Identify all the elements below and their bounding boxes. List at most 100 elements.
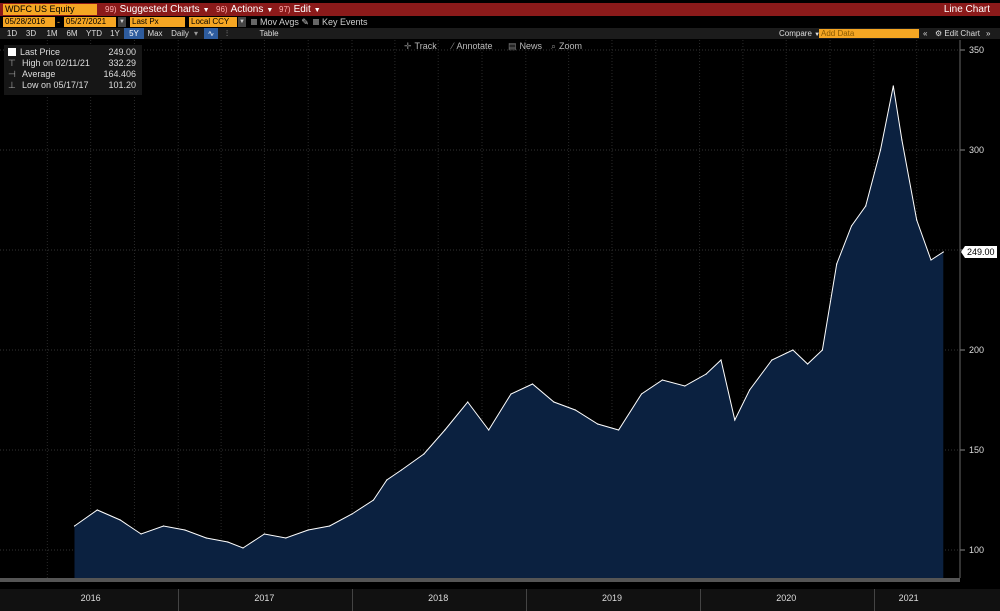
x-tick-label: 2020 bbox=[776, 593, 797, 603]
y-tick-label: 100 bbox=[969, 545, 984, 555]
data-point bbox=[242, 547, 244, 549]
pencil-icon: ✎ bbox=[301, 17, 309, 27]
frequency-select[interactable]: Daily bbox=[171, 29, 189, 38]
frequency-caret-icon[interactable]: ▾ bbox=[193, 29, 198, 38]
magnifier-icon: ⌕ bbox=[551, 41, 557, 51]
year-separator bbox=[178, 589, 180, 611]
key-events-label[interactable]: Key Events bbox=[322, 17, 368, 27]
data-point bbox=[73, 525, 76, 527]
edit-chart-button[interactable]: ⚙ Edit Chart bbox=[935, 29, 980, 38]
last-value-label: 249.00 bbox=[967, 247, 995, 257]
mov-avgs-checkbox[interactable] bbox=[251, 19, 257, 25]
period-1y[interactable]: 1Y bbox=[110, 29, 120, 38]
caret-down-icon: ▼ bbox=[202, 7, 210, 14]
year-separator bbox=[873, 589, 875, 611]
data-point bbox=[400, 469, 403, 471]
series-swatch bbox=[8, 48, 16, 56]
date-separator: - bbox=[57, 17, 60, 27]
data-point bbox=[386, 479, 388, 481]
data-point bbox=[792, 349, 794, 351]
data-point bbox=[119, 519, 121, 521]
data-point bbox=[285, 537, 287, 539]
legend-low: ⊥ Low on 05/17/17 101.20 bbox=[8, 80, 136, 90]
period-1d[interactable]: 1D bbox=[6, 29, 18, 38]
legend-box: Last Price 249.00 ⊤ High on 02/11/21 332.… bbox=[4, 45, 142, 95]
data-point bbox=[510, 393, 512, 395]
add-data-input[interactable]: Add Data bbox=[819, 29, 919, 38]
data-point bbox=[140, 533, 142, 535]
y-tick-label: 350 bbox=[969, 45, 984, 55]
period-6m[interactable]: 6M bbox=[66, 29, 78, 38]
edit-menu[interactable]: 97) Edit ▼ bbox=[279, 4, 321, 15]
annotate-tool[interactable]: ⁄ Annotate bbox=[452, 41, 493, 51]
period-1m[interactable]: 1M bbox=[46, 29, 58, 38]
data-point bbox=[467, 401, 469, 403]
mov-avgs-label[interactable]: Mov Avgs ✎ bbox=[260, 17, 309, 27]
start-date-field[interactable]: 05/28/2016 bbox=[3, 17, 55, 27]
data-point bbox=[916, 219, 918, 221]
zoom-tool[interactable]: ⌕ Zoom bbox=[551, 41, 583, 51]
x-tick-label: 2021 bbox=[898, 593, 919, 603]
high-marker-icon: ⊤ bbox=[8, 58, 16, 68]
x-tick-label: 2016 bbox=[80, 593, 101, 603]
period-toolbar: 1D 3D 1M 6M YTD 1Y 5Y Max Daily ▾ ∿ ⫶ Ta… bbox=[0, 28, 1000, 39]
data-point bbox=[227, 541, 229, 543]
data-point bbox=[720, 359, 722, 361]
table-button[interactable]: Table bbox=[259, 29, 279, 38]
data-point bbox=[618, 429, 620, 431]
data-point bbox=[488, 429, 490, 431]
controls-bar: 05/28/2016 - 05/27/2021 ▼ Last Px Local … bbox=[0, 16, 1000, 28]
chart-type-title: Line Chart bbox=[943, 4, 990, 15]
data-point bbox=[879, 149, 882, 151]
ticker-field[interactable]: WDFC US Equity bbox=[3, 4, 97, 15]
line-chart-type-icon[interactable]: ∿ bbox=[204, 28, 218, 39]
data-point bbox=[821, 349, 824, 351]
data-point bbox=[162, 525, 165, 527]
price-field-select[interactable]: Last Px bbox=[130, 17, 185, 27]
end-date-field[interactable]: 05/27/2021 bbox=[64, 17, 116, 27]
news-tool[interactable]: ▤ News bbox=[508, 41, 543, 51]
caret-down-icon: ▼ bbox=[266, 7, 274, 14]
period-3d[interactable]: 3D bbox=[25, 29, 37, 38]
data-point bbox=[892, 85, 894, 87]
data-point bbox=[444, 429, 446, 431]
chart-style-icon[interactable]: ⫶ bbox=[226, 29, 228, 38]
data-point bbox=[942, 251, 944, 253]
legend-last-price: Last Price 249.00 bbox=[8, 47, 138, 58]
period-5y[interactable]: 5Y bbox=[124, 28, 144, 39]
currency-dropdown-icon[interactable]: ▼ bbox=[238, 17, 246, 27]
data-point bbox=[640, 393, 643, 395]
data-point bbox=[684, 385, 686, 387]
collapse-icon[interactable]: « bbox=[923, 29, 928, 38]
caret-down-icon: ▼ bbox=[814, 32, 821, 38]
data-point bbox=[351, 513, 353, 515]
data-point bbox=[865, 205, 867, 207]
calendar-dropdown-icon[interactable]: ▼ bbox=[118, 17, 126, 27]
time-band bbox=[0, 578, 960, 582]
crosshair-icon: ✛ bbox=[404, 41, 412, 51]
last-value-tag bbox=[961, 246, 997, 258]
period-ytd[interactable]: YTD bbox=[86, 29, 102, 38]
news-icon: ▤ bbox=[508, 41, 517, 51]
menu-bar: WDFC US Equity 99) Suggested Charts ▼ 96) A… bbox=[0, 3, 1000, 16]
actions-menu[interactable]: 96) Actions ▼ bbox=[216, 4, 274, 15]
expand-icon[interactable]: » bbox=[986, 29, 991, 38]
caret-down-icon: ▼ bbox=[313, 7, 321, 14]
data-point bbox=[205, 537, 207, 539]
data-point bbox=[901, 139, 903, 141]
data-point bbox=[749, 389, 751, 391]
data-point bbox=[307, 529, 309, 531]
year-separator bbox=[352, 589, 354, 611]
period-max[interactable]: Max bbox=[147, 29, 163, 38]
key-events-checkbox[interactable] bbox=[313, 19, 319, 25]
compare-button[interactable]: Compare ▼ bbox=[779, 29, 821, 38]
average-marker-icon: ⊣ bbox=[8, 69, 16, 79]
currency-select[interactable]: Local CCY bbox=[189, 17, 237, 27]
data-point bbox=[184, 529, 186, 531]
track-tool[interactable]: ✛ Track bbox=[404, 41, 437, 51]
data-point bbox=[531, 383, 534, 385]
suggested-charts-menu[interactable]: 99) Suggested Charts ▼ bbox=[105, 4, 210, 15]
year-separator bbox=[699, 589, 701, 611]
x-tick-label: 2019 bbox=[601, 593, 622, 603]
